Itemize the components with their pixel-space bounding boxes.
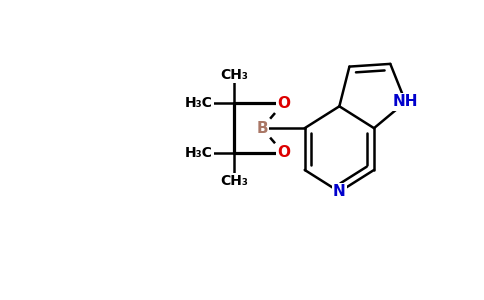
Text: O: O <box>277 96 290 111</box>
Text: NH: NH <box>393 94 418 110</box>
Text: H₃C: H₃C <box>185 146 213 160</box>
Text: N: N <box>333 184 346 199</box>
Text: O: O <box>277 145 290 160</box>
Text: B: B <box>256 121 268 136</box>
Text: H₃C: H₃C <box>185 97 213 110</box>
Text: CH₃: CH₃ <box>221 68 248 82</box>
Text: CH₃: CH₃ <box>221 174 248 188</box>
